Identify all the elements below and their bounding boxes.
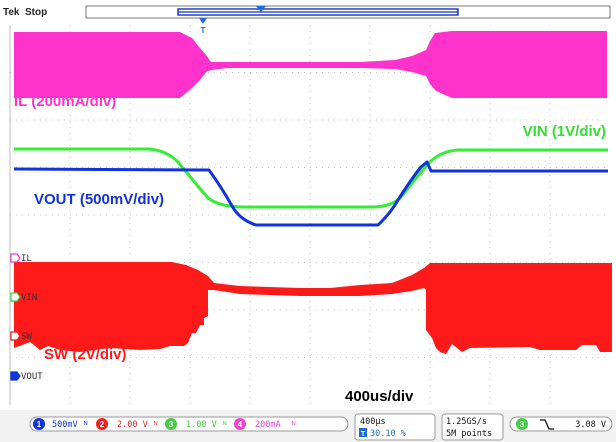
timebase-annotation: 400us/div <box>345 388 414 405</box>
il-ground-marker[interactable]: IL <box>10 253 32 264</box>
record-length: 5M points <box>446 429 492 439</box>
falling-edge-icon <box>540 419 554 430</box>
ch2-readout[interactable]: 2 2.00 V ᴺ <box>96 418 158 430</box>
ch3-badge <box>165 418 177 430</box>
ch3-scale: 1.00 V <box>186 420 217 430</box>
vin-marker-label: VIN <box>21 293 37 303</box>
svg-text:T: T <box>361 431 366 438</box>
ch1-bw-icon: ᴺ <box>84 420 88 429</box>
sw-marker-label: SW <box>21 332 32 342</box>
trigger-level: 3.08 V <box>575 420 606 430</box>
ch2-bw-icon: ᴺ <box>154 420 158 429</box>
trigger-source-badge <box>516 418 528 430</box>
acquisition-readout[interactable]: 1.25GS/s 5M points <box>441 413 504 441</box>
sw-ground-marker[interactable]: SW <box>10 331 32 342</box>
ch4-scale: 200mA <box>255 420 281 430</box>
trigger-position-icon[interactable] <box>199 18 207 24</box>
vin-label: VIN (1V/div) <box>523 123 606 140</box>
vout-ground-marker[interactable]: VOUT <box>10 371 43 382</box>
ch4-bw-icon: ᴺ <box>292 420 296 429</box>
ch3-bw-icon: ᴺ <box>223 420 227 429</box>
ch1-readout[interactable]: 1 500mV ᴺ <box>33 418 88 430</box>
record-trigger-marker-icon <box>256 6 266 12</box>
ch1-scale: 500mV <box>52 420 78 430</box>
svg-text:4: 4 <box>238 420 243 429</box>
acquisition-status: Stop <box>25 7 47 18</box>
top-header: Tek Stop T <box>3 5 611 35</box>
channel-readout-box[interactable] <box>29 416 349 432</box>
brand-label: Tek <box>3 7 20 18</box>
svg-text:3: 3 <box>169 420 174 429</box>
channel-markers: IL VIN SW VOUT <box>10 253 43 382</box>
vout-waveform <box>13 160 608 227</box>
vout-marker-label: VOUT <box>21 372 43 382</box>
trigger-position-icon <box>359 428 367 437</box>
il-waveform <box>14 31 607 98</box>
ch2-scale: 2.00 V <box>117 420 148 430</box>
vout-label: VOUT (500mV/div) <box>34 191 164 208</box>
vin-ground-marker[interactable]: VIN <box>10 292 37 303</box>
trace-sw <box>14 262 612 354</box>
svg-text:3: 3 <box>520 420 525 429</box>
sw-label: SW (2V/div) <box>44 346 127 363</box>
trace-vout <box>13 160 608 227</box>
ch3-readout[interactable]: 3 1.00 V ᴺ <box>165 418 227 430</box>
ch2-badge <box>96 418 108 430</box>
sw-waveform <box>14 262 612 354</box>
ch1-badge <box>33 418 45 430</box>
trigger-readout[interactable]: 3 3.08 V <box>509 416 613 432</box>
horizontal-scale: 400µs <box>360 417 386 427</box>
ch4-readout[interactable]: 4 200mA ᴺ <box>234 418 296 430</box>
trigger-position-label: T <box>201 26 206 35</box>
horizontal-readout[interactable]: 400µs T 30.10 % <box>354 413 436 441</box>
graticule-grid <box>10 25 610 405</box>
status-bar: 1 500mV ᴺ 2 2.00 V ᴺ 3 1.00 V ᴺ 4 200mA … <box>0 410 616 442</box>
il-label: IL (200mA/div) <box>14 93 116 110</box>
ch4-badge <box>234 418 246 430</box>
il-marker-label: IL <box>21 254 32 264</box>
trace-il <box>14 31 607 98</box>
sample-rate: 1.25GS/s <box>446 417 487 427</box>
svg-text:1: 1 <box>37 420 42 429</box>
horizontal-position: 30.10 % <box>370 429 406 439</box>
svg-text:2: 2 <box>100 420 105 429</box>
